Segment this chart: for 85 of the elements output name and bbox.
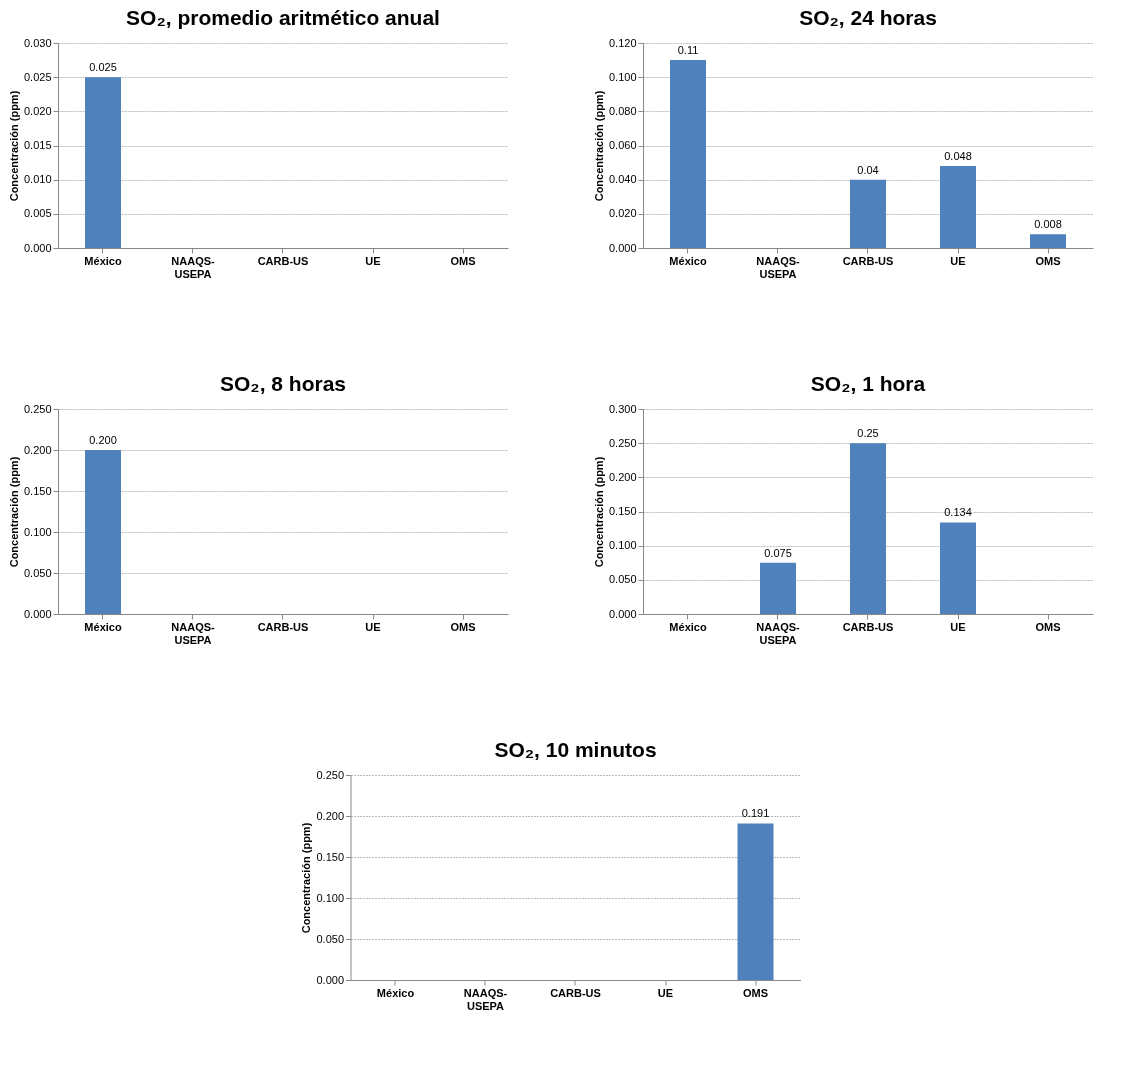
y-tick-label: 0.000 (23, 607, 52, 620)
y-tick-label: 0.060 (608, 139, 637, 151)
chart-title: SO₂, 1 hora (810, 372, 926, 395)
bar (760, 562, 796, 614)
data-label: 0.025 (89, 61, 117, 74)
y-axis-title: Concentración (ppm) (7, 90, 20, 202)
y-tick-label: 0.005 (23, 207, 52, 220)
y-tick-label: 0.030 (23, 36, 52, 49)
x-tick-label: UE (657, 986, 674, 999)
y-tick-label: 0.050 (608, 573, 637, 586)
y-tick-label: 0.020 (608, 207, 637, 220)
chart-title: SO₂, promedio aritmético anual (126, 6, 440, 29)
data-label: 0.04 (857, 163, 879, 176)
y-tick-label: 0.025 (23, 70, 52, 83)
x-tick-label: UE (365, 254, 381, 267)
y-tick-label: 0.000 (608, 607, 637, 620)
y-tick-label: 0.150 (608, 505, 637, 517)
y-tick-label: 0.020 (23, 104, 52, 117)
y-tick-label: 0.050 (316, 932, 344, 945)
x-tick-label: México (376, 986, 415, 999)
x-tick-label: CARB-US (842, 620, 894, 633)
y-tick-label: 0.040 (608, 173, 637, 186)
y-tick-label: 0.000 (608, 241, 637, 254)
y-tick-label: 0.010 (23, 173, 52, 186)
x-tick-label: OMS (1035, 254, 1061, 267)
data-label: 0.11 (677, 44, 699, 57)
x-tick-label: CARB-US (257, 254, 309, 267)
x-tick-label: NAAQS-USEPA (463, 986, 508, 1012)
y-tick-label: 0.100 (608, 539, 637, 552)
chart-title: SO₂, 24 horas (799, 6, 937, 29)
y-tick-label: 0.200 (23, 443, 52, 456)
x-tick-label: México (669, 254, 707, 267)
y-tick-label: 0.120 (608, 36, 637, 49)
y-tick-label: 0.300 (608, 402, 637, 415)
y-tick-label: 0.250 (316, 768, 344, 781)
chart-title: SO₂, 10 minutos (494, 738, 657, 761)
x-tick-label: CARB-US (550, 986, 601, 999)
y-tick-label: 0.100 (608, 70, 637, 83)
bar (670, 60, 706, 248)
x-tick-label: UE (950, 620, 966, 633)
bar (940, 522, 976, 614)
y-tick-label: 0.000 (23, 241, 52, 254)
y-tick-label: 0.050 (23, 566, 52, 579)
x-tick-label: México (669, 620, 707, 633)
data-label: 0.048 (944, 150, 972, 162)
y-tick-label: 0.080 (608, 104, 637, 117)
x-tick-label: NAAQS-USEPA (171, 254, 216, 280)
x-tick-label: NAAQS-USEPA (171, 620, 216, 646)
x-tick-label: CARB-US (257, 620, 309, 633)
data-label: 0.008 (1034, 218, 1062, 231)
y-tick-label: 0.150 (316, 850, 344, 863)
x-tick-label: México (84, 254, 122, 267)
bar (850, 443, 886, 614)
bar (1030, 234, 1066, 248)
bar (850, 179, 886, 248)
x-tick-label: NAAQS-USEPA (756, 254, 801, 280)
y-axis-title: Concentración (ppm) (7, 456, 20, 568)
y-tick-label: 0.250 (608, 436, 637, 449)
y-tick-label: 0.100 (23, 525, 52, 538)
data-label: 0.134 (944, 506, 972, 519)
y-axis-title: Concentración (ppm) (592, 456, 605, 568)
x-tick-label: OMS (450, 620, 476, 633)
data-label: 0.191 (741, 807, 770, 820)
y-tick-label: 0.000 (316, 973, 344, 986)
y-axis-title: Concentración (ppm) (592, 90, 605, 202)
data-label: 0.200 (89, 434, 117, 446)
data-label: 0.25 (857, 427, 879, 440)
y-tick-label: 0.200 (608, 470, 637, 483)
x-tick-label: OMS (742, 986, 769, 999)
x-tick-label: NAAQS-USEPA (756, 620, 801, 646)
data-label: 0.075 (764, 546, 792, 559)
bar (940, 166, 976, 248)
x-tick-label: México (84, 620, 122, 633)
y-axis-title: Concentración (ppm) (300, 822, 313, 934)
x-tick-label: UE (365, 620, 381, 633)
x-tick-label: OMS (450, 254, 476, 267)
x-tick-label: UE (950, 254, 966, 267)
x-tick-label: CARB-US (842, 254, 894, 267)
y-tick-label: 0.150 (23, 484, 52, 497)
chart-title: SO₂, 8 horas (219, 372, 347, 395)
y-tick-label: 0.250 (23, 402, 52, 415)
y-tick-label: 0.015 (23, 139, 52, 151)
x-tick-label: OMS (1035, 620, 1061, 633)
y-tick-label: 0.200 (316, 809, 344, 822)
y-tick-label: 0.100 (316, 891, 344, 904)
